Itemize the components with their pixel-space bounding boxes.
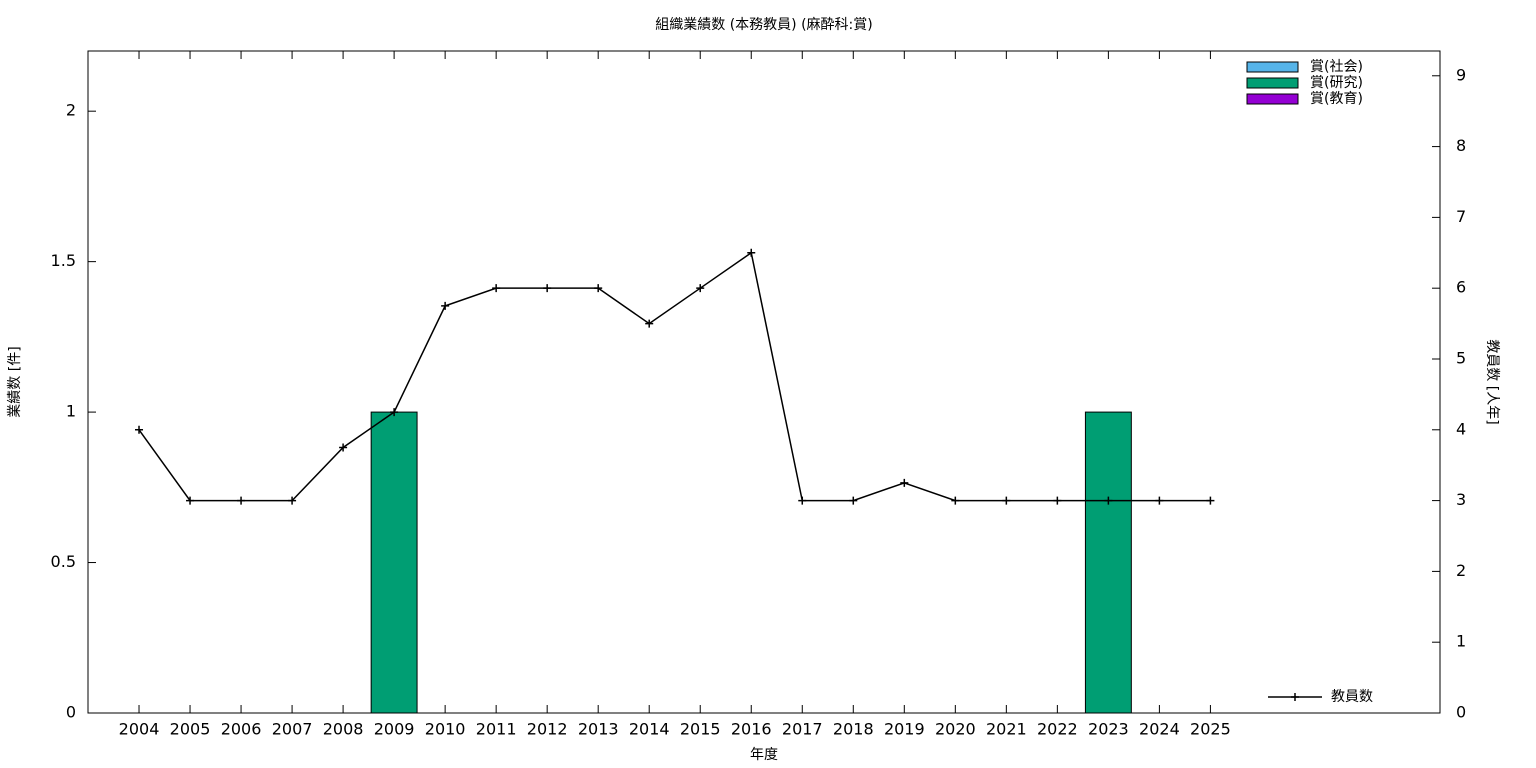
legend-label: 教員数 (1331, 689, 1373, 705)
x-tick-label: 2015 (680, 720, 721, 739)
y2-tick-label: 0 (1456, 703, 1466, 722)
point (696, 284, 705, 293)
bar (370, 411, 418, 714)
point (390, 408, 399, 417)
point (492, 284, 501, 293)
point (747, 248, 756, 257)
x-tick-label: 2016 (731, 720, 772, 739)
x-tick-label: 2023 (1088, 720, 1129, 739)
legend-label: 賞(社会) (1310, 59, 1363, 75)
legend-label: 賞(研究) (1310, 75, 1363, 91)
point (135, 425, 144, 434)
x-tick-label: 2010 (425, 720, 466, 739)
y-axis-label: 業績数 [件] (7, 346, 23, 417)
x-tick-label: 2011 (476, 720, 517, 739)
y2-tick-label: 2 (1456, 561, 1466, 580)
y-tick-label: 0.5 (51, 552, 76, 571)
point (237, 496, 246, 505)
point (1002, 496, 1011, 505)
x-tick-label: 2020 (935, 720, 976, 739)
x-tick-label: 2018 (833, 720, 874, 739)
point (951, 496, 960, 505)
x-tick-label: 2007 (272, 720, 313, 739)
y-tick-label: 1.5 (51, 251, 76, 270)
x-tick-label: 2004 (119, 720, 160, 739)
y2-axis-label: 教員数 [人年] (1484, 339, 1500, 424)
point (339, 443, 348, 452)
y-tick-label: 2 (66, 101, 76, 120)
point (441, 301, 450, 310)
x-tick-label: 2005 (170, 720, 211, 739)
line (138, 251, 1211, 502)
point (645, 319, 654, 328)
point (288, 496, 297, 505)
point (900, 478, 909, 487)
bar (1084, 411, 1132, 714)
point (1053, 496, 1062, 505)
point (1155, 496, 1164, 505)
x-tick-label: 2022 (1037, 720, 1078, 739)
x-tick-label: 2019 (884, 720, 925, 739)
plot-frame (87, 50, 1441, 714)
legend-swatch (1246, 93, 1299, 105)
x-tick-label: 2006 (221, 720, 262, 739)
x-tick-label: 2021 (986, 720, 1027, 739)
point (849, 496, 858, 505)
y2-tick-label: 1 (1456, 632, 1466, 651)
x-tick-label: 2008 (323, 720, 364, 739)
y2-tick-label: 8 (1456, 136, 1466, 155)
chart-title: 組織業績数 (本務教員) (麻酔科:賞) (655, 17, 872, 33)
legend-swatch (1246, 61, 1299, 73)
legend-swatch (1246, 77, 1299, 89)
x-tick-label: 2013 (578, 720, 619, 739)
y-tick-label: 0 (66, 703, 76, 722)
point (594, 284, 603, 293)
point (186, 496, 195, 505)
point (543, 284, 552, 293)
y2-tick-label: 9 (1456, 65, 1466, 84)
legend-marker (1291, 693, 1299, 701)
point (1104, 496, 1113, 505)
y-tick-label: 1 (66, 402, 76, 421)
x-tick-label: 2024 (1139, 720, 1180, 739)
y2-tick-label: 6 (1456, 278, 1466, 297)
y2-tick-label: 3 (1456, 490, 1466, 509)
y2-tick-label: 4 (1456, 419, 1466, 438)
y2-tick-label: 5 (1456, 348, 1466, 367)
x-tick-label: 2012 (527, 720, 568, 739)
y2-tick-label: 7 (1456, 207, 1466, 226)
x-tick-label: 2025 (1190, 720, 1231, 739)
x-tick-label: 2014 (629, 720, 670, 739)
x-tick-label: 2017 (782, 720, 823, 739)
point (798, 496, 807, 505)
x-tick-label: 2009 (374, 720, 415, 739)
point (1206, 496, 1215, 505)
legend-label: 賞(教育) (1310, 91, 1363, 107)
x-axis-label: 年度 (750, 747, 778, 763)
